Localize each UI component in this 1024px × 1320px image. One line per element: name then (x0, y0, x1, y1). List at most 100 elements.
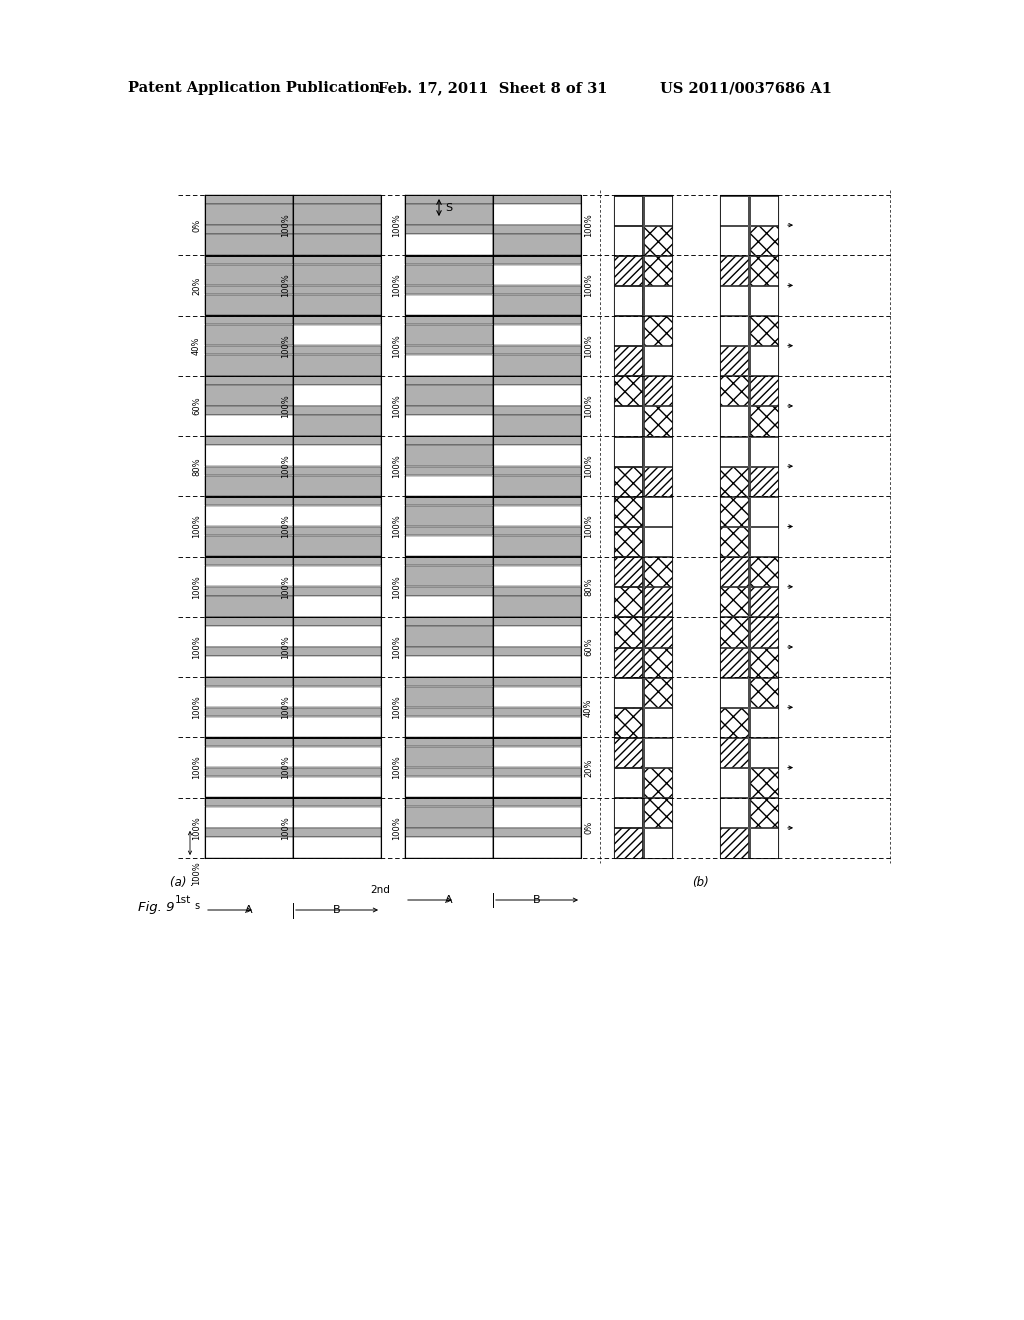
Bar (493, 828, 581, 837)
Text: 100%: 100% (584, 273, 593, 297)
Bar (720, 286, 748, 315)
Bar (293, 777, 381, 797)
Bar (614, 467, 642, 496)
Bar (406, 618, 493, 677)
Bar (720, 648, 748, 677)
Text: 100%: 100% (392, 816, 401, 840)
Bar (406, 656, 493, 677)
Text: 0%: 0% (193, 219, 201, 232)
Text: 1st: 1st (175, 895, 191, 906)
Bar (293, 376, 381, 384)
Bar (493, 325, 581, 346)
Text: Feb. 17, 2011  Sheet 8 of 31: Feb. 17, 2011 Sheet 8 of 31 (378, 81, 607, 95)
Text: 100%: 100% (193, 635, 201, 659)
Bar (293, 256, 381, 315)
Bar (614, 195, 672, 858)
Bar (644, 226, 672, 255)
Bar (750, 677, 778, 706)
Bar (205, 195, 293, 203)
Bar (493, 315, 581, 375)
Bar (406, 264, 493, 285)
Bar (205, 205, 293, 224)
Bar (720, 527, 748, 556)
Bar (406, 376, 493, 436)
Bar (614, 437, 642, 466)
Bar (293, 315, 381, 375)
Bar (293, 256, 381, 264)
Bar (720, 557, 748, 586)
Bar (205, 618, 293, 626)
Bar (293, 416, 381, 436)
Bar (293, 355, 381, 375)
Bar (614, 376, 642, 405)
Bar (293, 235, 381, 255)
Bar (493, 256, 581, 315)
Bar (493, 496, 581, 506)
Bar (406, 777, 493, 797)
Bar (614, 527, 642, 556)
Text: 0%: 0% (584, 821, 593, 834)
Bar (205, 708, 293, 715)
Bar (493, 195, 581, 255)
Bar (493, 747, 581, 767)
Text: 100%: 100% (392, 454, 401, 478)
Text: Fig. 9: Fig. 9 (138, 902, 174, 915)
Bar (720, 496, 748, 525)
Bar (205, 256, 293, 264)
Bar (293, 708, 381, 715)
Bar (406, 346, 493, 355)
Bar (293, 799, 381, 858)
Bar (293, 837, 381, 858)
Bar (750, 376, 778, 405)
Bar (293, 647, 381, 656)
Bar (493, 445, 581, 466)
Text: 100%: 100% (584, 395, 593, 418)
Text: 100%: 100% (281, 273, 290, 297)
Bar (750, 799, 778, 828)
Bar (406, 355, 493, 375)
Bar (493, 376, 581, 436)
Bar (406, 557, 493, 565)
Text: 100%: 100% (584, 214, 593, 238)
Text: B: B (333, 906, 341, 915)
Bar (614, 286, 642, 315)
Bar (614, 738, 642, 767)
Bar (614, 226, 642, 255)
Bar (293, 315, 381, 325)
Text: Patent Application Publication: Patent Application Publication (128, 81, 380, 95)
Bar (205, 285, 293, 294)
Bar (293, 738, 381, 746)
Bar (406, 566, 493, 586)
Text: 80%: 80% (193, 457, 201, 475)
Bar (406, 717, 493, 737)
Bar (614, 376, 642, 405)
Bar (293, 385, 381, 405)
Bar (205, 385, 293, 405)
Bar (750, 527, 778, 556)
Text: 100%: 100% (281, 515, 290, 539)
Bar (493, 496, 581, 556)
Bar (614, 226, 642, 255)
Bar (644, 496, 672, 525)
Bar (493, 506, 581, 527)
Bar (614, 256, 642, 285)
Bar (205, 618, 293, 677)
Bar (406, 837, 493, 858)
Bar (614, 738, 642, 767)
Text: 60%: 60% (584, 638, 593, 656)
Bar (406, 475, 493, 496)
Text: 100%: 100% (281, 334, 290, 358)
Bar (406, 437, 493, 496)
Text: B: B (534, 895, 541, 906)
Bar (493, 799, 581, 858)
Bar (406, 195, 493, 255)
Bar (493, 656, 581, 677)
Bar (614, 768, 642, 797)
Bar (205, 656, 293, 677)
Bar (205, 294, 293, 315)
Text: 100%: 100% (584, 515, 593, 539)
Bar (644, 799, 672, 828)
Bar (750, 315, 778, 346)
Bar (644, 768, 672, 797)
Bar (205, 626, 293, 647)
